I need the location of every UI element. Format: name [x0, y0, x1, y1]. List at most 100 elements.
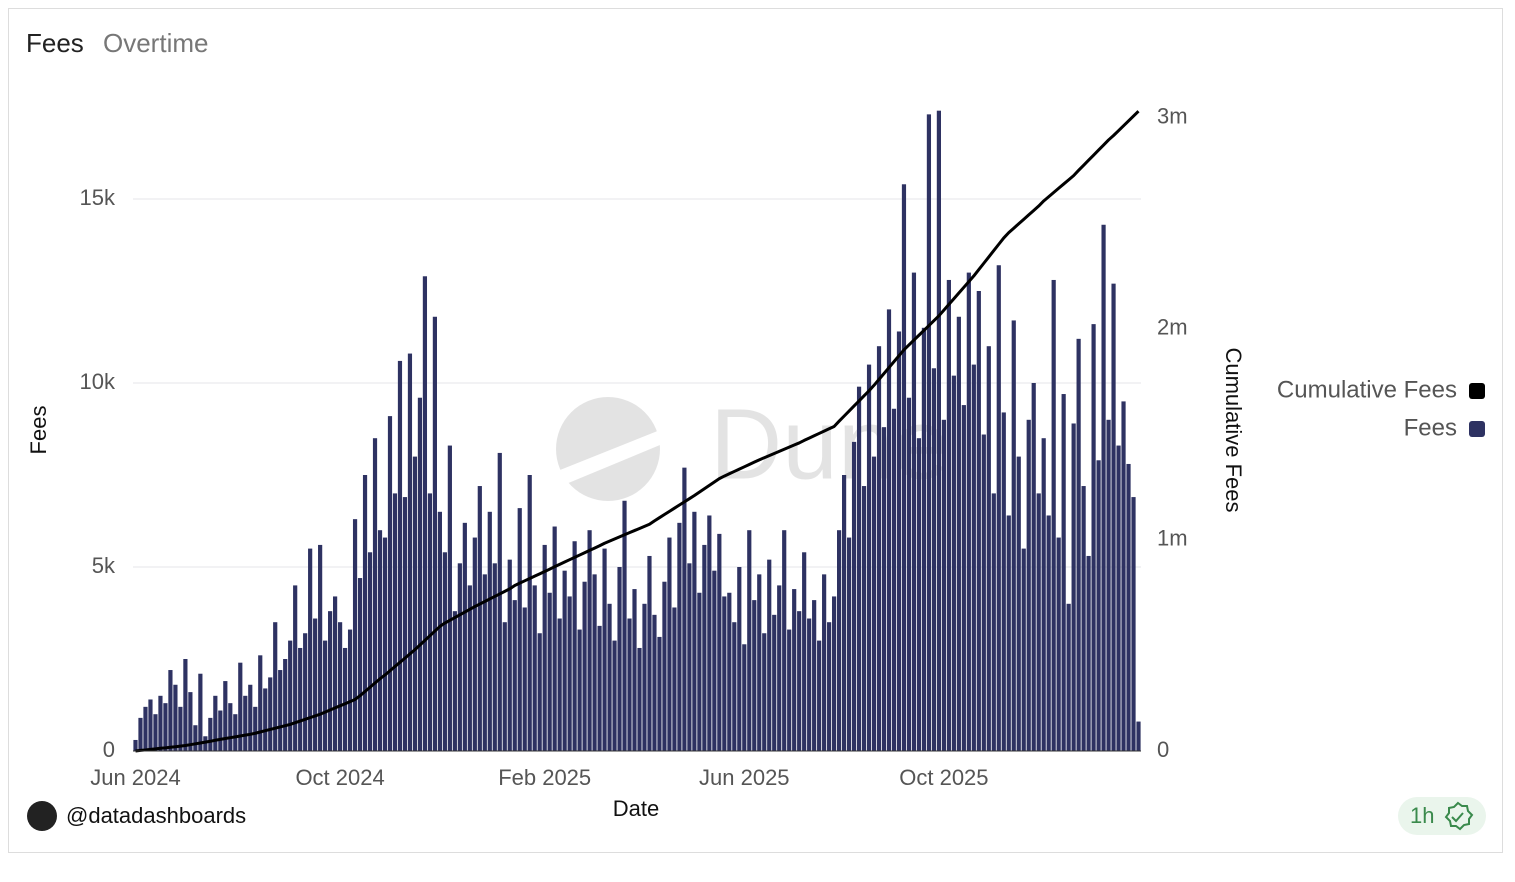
bar — [846, 537, 852, 751]
bar — [133, 739, 138, 751]
bar — [876, 346, 882, 751]
bar — [462, 522, 467, 751]
bar — [138, 717, 143, 751]
y-tick-label: 15k — [80, 185, 116, 210]
bar — [1046, 515, 1051, 751]
bar — [158, 695, 163, 751]
bar — [747, 530, 752, 751]
bar — [737, 567, 742, 751]
bar — [1026, 419, 1031, 751]
legend-swatch — [1469, 383, 1485, 399]
bar — [472, 537, 477, 751]
bar — [587, 530, 592, 751]
bar — [248, 684, 253, 751]
bar — [642, 603, 647, 751]
bar-series — [133, 110, 1141, 752]
bar — [807, 618, 812, 751]
legend-label: Cumulative Fees — [1277, 376, 1457, 403]
bar — [921, 327, 927, 751]
bar — [412, 456, 418, 751]
bar — [841, 475, 847, 751]
bar — [832, 596, 837, 751]
bar — [422, 276, 428, 751]
bar — [1036, 493, 1041, 751]
bar — [727, 592, 732, 751]
bar — [477, 486, 482, 751]
bar — [527, 475, 532, 751]
y2-tick-label: 0 — [1157, 737, 1169, 762]
bar — [906, 397, 912, 751]
bar — [457, 563, 462, 751]
author-avatar — [27, 801, 57, 831]
bar — [1041, 438, 1046, 751]
bar — [1066, 603, 1071, 751]
bar — [362, 475, 368, 751]
bar — [682, 467, 687, 751]
x-tick-label: Feb 2025 — [498, 765, 591, 790]
bar — [916, 438, 922, 751]
bar — [966, 272, 971, 751]
bar — [886, 309, 892, 751]
author[interactable]: @datadashboards — [66, 803, 246, 828]
bar — [318, 544, 323, 751]
bar — [278, 670, 283, 751]
bar — [767, 559, 772, 751]
y2-axis-label: Cumulative Fees — [1221, 347, 1246, 512]
bar — [722, 596, 727, 751]
bar — [772, 614, 777, 751]
bar — [512, 600, 517, 751]
verified-icon — [1444, 801, 1474, 831]
bar — [347, 629, 353, 751]
bar — [268, 677, 273, 751]
x-axis-label: Date — [613, 796, 659, 821]
bar — [288, 640, 293, 751]
bar — [702, 544, 707, 751]
bar — [792, 589, 797, 751]
bar — [258, 655, 263, 751]
line — [135, 110, 1140, 753]
bar — [233, 714, 238, 751]
bar — [1101, 224, 1106, 751]
bar — [896, 331, 902, 751]
bar — [732, 622, 737, 751]
bar — [652, 614, 657, 751]
bar — [936, 110, 941, 752]
bar — [901, 184, 907, 751]
bar — [372, 438, 378, 751]
bar — [961, 405, 966, 751]
bar — [822, 574, 827, 751]
bar — [827, 622, 832, 751]
bar — [397, 360, 403, 751]
x-tick-label: Oct 2025 — [899, 765, 988, 790]
bar — [547, 592, 552, 751]
bar — [313, 618, 318, 751]
bar — [986, 346, 991, 751]
bar — [392, 493, 398, 751]
bar — [357, 578, 363, 751]
bar — [612, 640, 617, 751]
bar — [437, 511, 442, 751]
bar — [617, 567, 622, 751]
y2-tick-label: 1m — [1157, 526, 1188, 551]
bar — [407, 353, 413, 751]
bar — [1071, 423, 1076, 751]
y-tick-label: 10k — [80, 369, 116, 394]
bar — [861, 486, 867, 751]
bar — [507, 559, 512, 751]
bar — [298, 647, 303, 751]
bar — [572, 541, 577, 751]
bar — [622, 500, 627, 751]
bar — [951, 375, 956, 751]
bar — [582, 581, 587, 751]
bar — [402, 497, 408, 751]
x-tick-label: Jun 2024 — [90, 765, 181, 790]
bar — [293, 585, 298, 751]
bar — [1061, 394, 1066, 751]
bar — [517, 508, 522, 751]
bar — [213, 695, 218, 751]
bar — [1136, 721, 1141, 751]
bar — [382, 537, 388, 751]
bar — [677, 522, 682, 751]
bar — [1111, 283, 1116, 751]
bar — [487, 511, 492, 751]
